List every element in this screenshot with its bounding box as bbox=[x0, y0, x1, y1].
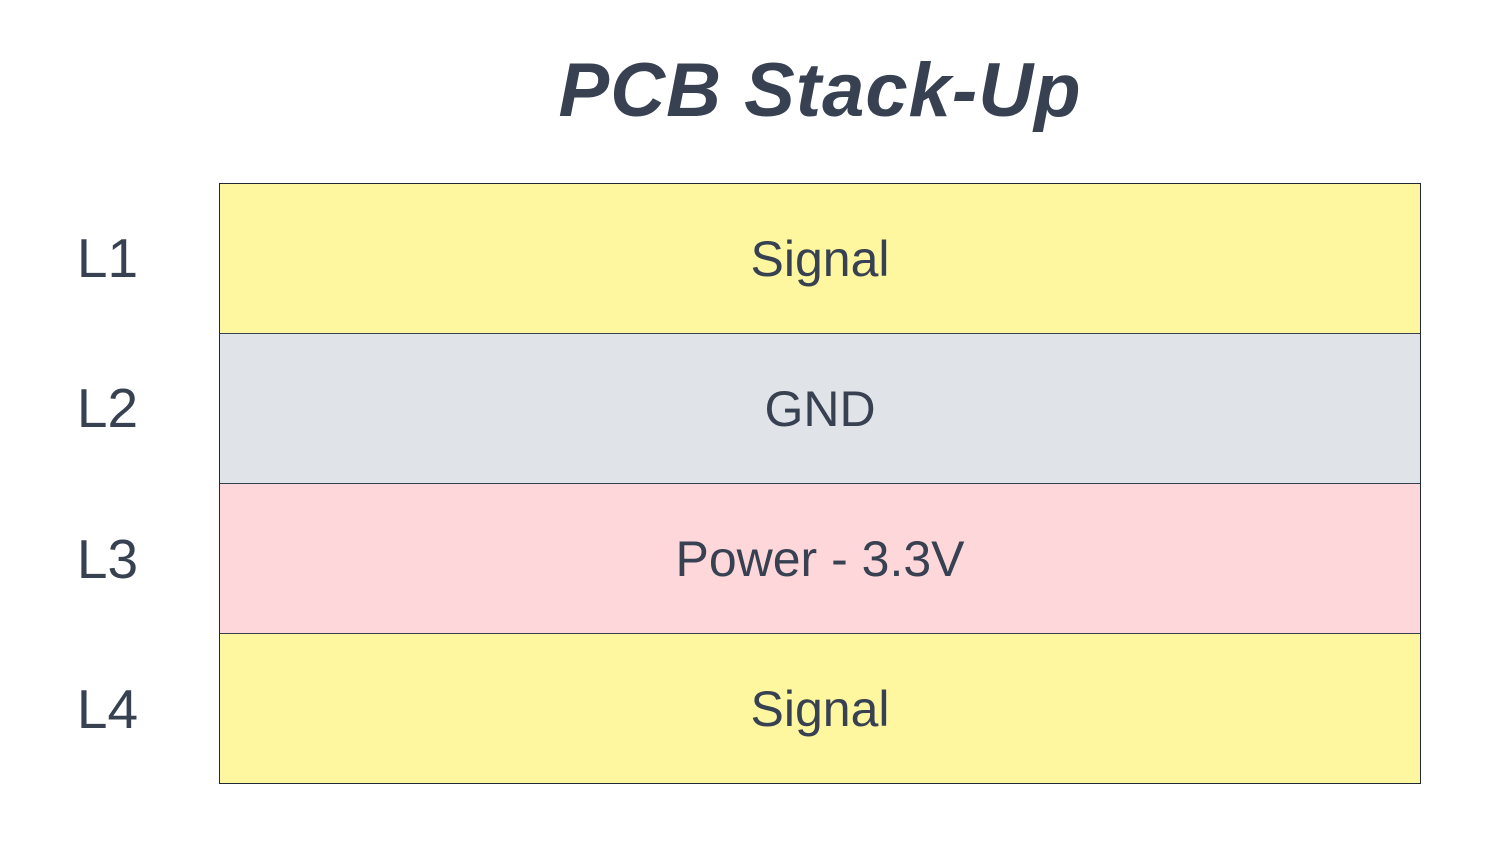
stack-up: Signal GND Power - 3.3V Signal bbox=[219, 183, 1421, 784]
layer-l2: GND bbox=[220, 333, 1420, 483]
layer-l3: Power - 3.3V bbox=[220, 483, 1420, 633]
layer-l4: Signal bbox=[220, 633, 1420, 783]
layer-name-l2: GND bbox=[764, 380, 876, 437]
layer-labels: L1 L2 L3 L4 bbox=[40, 183, 175, 784]
layer-label-l1: L1 bbox=[76, 227, 139, 290]
layer-l1: Signal bbox=[220, 184, 1420, 333]
layer-name-l3: Power - 3.3V bbox=[675, 530, 965, 587]
layer-name-l1: Signal bbox=[750, 230, 890, 287]
layer-label-l2: L2 bbox=[76, 377, 139, 440]
layer-label-l3: L3 bbox=[76, 527, 139, 590]
layer-name-l4: Signal bbox=[750, 680, 890, 737]
diagram-title: PCB Stack-Up bbox=[558, 48, 1082, 133]
layer-label-l4: L4 bbox=[76, 677, 139, 740]
